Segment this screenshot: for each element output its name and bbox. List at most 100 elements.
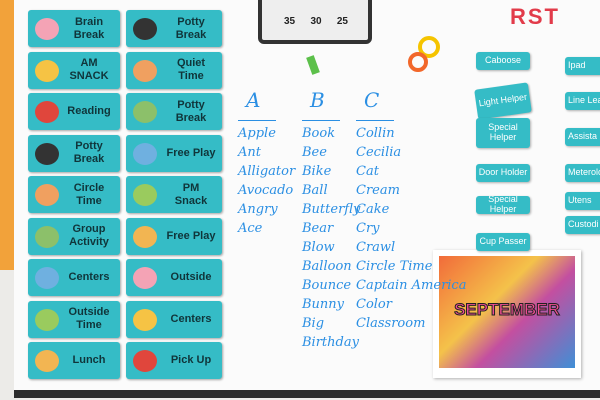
- word: Alligator: [238, 164, 296, 179]
- card-icon: [35, 18, 59, 40]
- card-icon: [35, 142, 59, 165]
- card-label: Potty Break: [175, 98, 207, 124]
- card-label: Pick Up: [170, 354, 212, 367]
- magnet: [408, 52, 428, 72]
- word: Circle Time: [356, 259, 433, 274]
- word: Blow: [302, 240, 335, 255]
- job-card: Meterolo: [565, 164, 600, 182]
- timer-numbers: 35 30 25: [284, 16, 348, 27]
- card-icon: [35, 225, 59, 248]
- column-letter: B: [310, 88, 325, 112]
- word: Ant: [238, 145, 261, 160]
- word: Color: [356, 297, 392, 312]
- card-icon: [133, 101, 157, 123]
- column-letter: A: [246, 88, 261, 112]
- card-label: Quiet Time: [176, 57, 206, 82]
- schedule-card: Circle Time: [28, 176, 120, 213]
- word: Balloon: [302, 259, 352, 274]
- card-icon: [35, 184, 59, 206]
- card-icon: [133, 184, 157, 206]
- job-card: Cup Passer: [476, 233, 530, 251]
- card-label: Free Play: [166, 146, 216, 159]
- card-label: Free Play: [166, 229, 216, 242]
- card-icon: [35, 267, 59, 289]
- card-icon: [35, 308, 59, 331]
- word: Ace: [238, 221, 263, 236]
- card-label: Potty Break: [73, 140, 105, 165]
- schedule-card: Free Play: [126, 134, 222, 172]
- word: Angry: [238, 202, 278, 217]
- card-icon: [133, 350, 157, 372]
- word: Bike: [302, 164, 332, 179]
- schedule-card: Pick Up: [126, 342, 222, 379]
- magnet: [418, 36, 440, 58]
- magnet-letters: RST: [510, 4, 560, 29]
- card-label: Centers: [68, 271, 110, 284]
- job-card: Line Lea: [565, 92, 600, 110]
- schedule-card: Centers: [28, 259, 120, 296]
- card-label: PM Snack: [174, 181, 208, 207]
- schedule-card: Quiet Time: [126, 51, 222, 89]
- word: Apple: [238, 126, 276, 141]
- schedule-card: Lunch: [28, 342, 120, 379]
- word: Cream: [356, 183, 400, 198]
- card-label: Group Activity: [69, 223, 109, 248]
- word: Book: [302, 126, 336, 141]
- job-card: Special Helper: [476, 196, 530, 214]
- card-icon: [133, 225, 157, 248]
- card-label: Centers: [170, 312, 212, 325]
- schedule-card: Potty Break: [28, 134, 120, 172]
- column-letter: C: [364, 88, 380, 112]
- card-icon: [35, 101, 59, 123]
- card-icon: [133, 308, 157, 331]
- schedule-card: Brain Break: [28, 10, 120, 47]
- word: Classroom: [356, 316, 426, 331]
- underline: [302, 120, 340, 121]
- word: Crawl: [356, 240, 396, 255]
- card-label: Brain Break: [73, 15, 105, 41]
- schedule-card: Centers: [126, 300, 222, 338]
- word: Bear: [302, 221, 334, 236]
- card-label: Circle Time: [73, 181, 105, 207]
- word: Cat: [356, 164, 379, 179]
- poster: SEPTEMBER: [433, 250, 581, 378]
- word: Bee: [302, 145, 327, 160]
- underline: [238, 120, 276, 121]
- schedule-card: Free Play: [126, 217, 222, 255]
- job-card: Custodi: [565, 216, 600, 234]
- word: Bunny: [302, 297, 345, 312]
- job-card: Special Helper: [476, 118, 530, 148]
- timer-number: 25: [336, 16, 348, 27]
- card-icon: [35, 59, 59, 82]
- word: Butterfly: [302, 202, 361, 217]
- schedule-card: PM Snack: [126, 176, 222, 213]
- word: Avocado: [238, 183, 294, 198]
- card-icon: [133, 59, 157, 82]
- schedule-card: Potty Break: [126, 10, 222, 47]
- job-card: Caboose: [476, 52, 530, 70]
- word: Cry: [356, 221, 380, 236]
- word: Bounce: [302, 278, 352, 293]
- card-label: Potty Break: [175, 15, 207, 41]
- card-icon: [133, 18, 157, 40]
- job-card: Assista: [565, 128, 600, 146]
- card-label: Outside: [170, 271, 212, 284]
- schedule-card: Potty Break: [126, 93, 222, 130]
- card-label: Outside Time: [68, 306, 110, 331]
- word: Big: [302, 316, 325, 331]
- poster-title: SEPTEMBER: [454, 300, 561, 320]
- word: Birthday: [302, 335, 359, 350]
- schedule-card: AM SNACK: [28, 51, 120, 89]
- word: Captain America: [356, 278, 467, 293]
- job-card: Utens: [565, 192, 600, 210]
- card-label: Reading: [67, 105, 111, 118]
- card-icon: [133, 267, 157, 289]
- schedule-card: Group Activity: [28, 217, 120, 255]
- word: Cake: [356, 202, 390, 217]
- job-card: Ipad: [565, 57, 600, 75]
- word: Cecilia: [356, 145, 402, 160]
- card-icon: [133, 142, 157, 165]
- word: Collin: [356, 126, 395, 141]
- word: Ball: [302, 183, 328, 198]
